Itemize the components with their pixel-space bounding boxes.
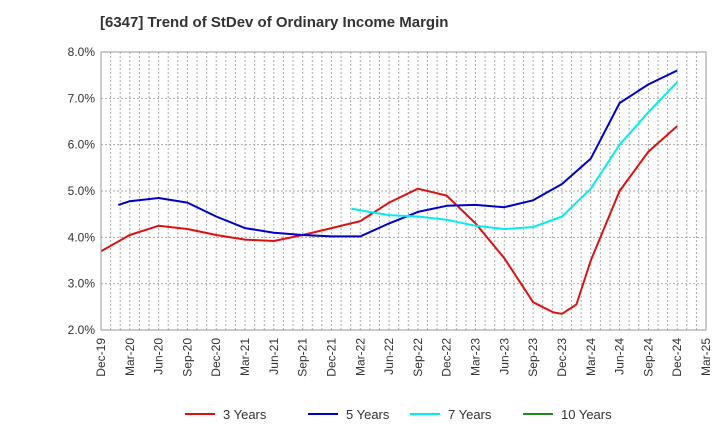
x-axis: Dec-19 Mar-20 Jun-20 Sep-20 Dec-20 Mar-21 Jun-…	[94, 338, 713, 377]
x-tick-label: Sep-22	[411, 338, 425, 377]
y-tick-label: 6.0%	[68, 138, 96, 152]
x-tick-label: Sep-24	[641, 338, 655, 377]
y-tick-label: 2.0%	[68, 323, 96, 337]
x-tick-label: Jun-20	[152, 338, 166, 375]
x-tick-label: Mar-22	[353, 338, 367, 376]
series-line-3	[351, 81, 678, 230]
plot-background	[101, 52, 706, 330]
legend-label: 3 Years	[223, 407, 267, 422]
x-tick-label: Sep-21	[296, 338, 310, 377]
x-tick-label: Jun-21	[267, 338, 281, 375]
y-tick-label: 5.0%	[68, 184, 96, 198]
x-tick-label: Dec-19	[94, 338, 108, 377]
legend-label: 7 Years	[448, 407, 492, 422]
x-tick-label: Jun-22	[382, 338, 396, 375]
x-tick-label: Mar-20	[123, 338, 137, 376]
x-tick-label: Jun-24	[613, 338, 627, 375]
x-tick-label: Mar-24	[584, 338, 598, 376]
y-axis: 2.0% 3.0% 4.0% 5.0% 6.0% 7.0% 8.0%	[68, 45, 96, 337]
x-tick-label: Dec-23	[555, 338, 569, 377]
legend: 3 Years 5 Years 7 Years 10 Years	[185, 407, 612, 422]
x-tick-label: Dec-22	[440, 338, 454, 377]
series-lines	[100, 69, 678, 315]
legend-label: 10 Years	[561, 407, 612, 422]
x-tick-label: Dec-24	[670, 338, 684, 377]
legend-label: 5 Years	[346, 407, 390, 422]
series-line-2	[117, 69, 678, 238]
x-tick-label: Dec-21	[324, 338, 338, 377]
x-tick-label: Sep-20	[180, 338, 194, 377]
y-tick-label: 7.0%	[68, 91, 96, 105]
chart-title: [6347] Trend of StDev of Ordinary Income…	[100, 14, 449, 31]
plot-border	[100, 51, 707, 331]
series-line-1	[100, 125, 678, 315]
y-tick-label: 3.0%	[68, 277, 96, 291]
x-tick-label: Sep-23	[526, 338, 540, 377]
x-tick-label: Mar-25	[699, 338, 713, 376]
y-tick-label: 4.0%	[68, 230, 96, 244]
x-tick-label: Jun-23	[497, 338, 511, 375]
x-tick-label: Mar-21	[238, 338, 252, 376]
y-tick-label: 8.0%	[68, 45, 96, 59]
x-tick-label: Mar-23	[469, 338, 483, 376]
x-tick-label: Dec-20	[209, 338, 223, 377]
